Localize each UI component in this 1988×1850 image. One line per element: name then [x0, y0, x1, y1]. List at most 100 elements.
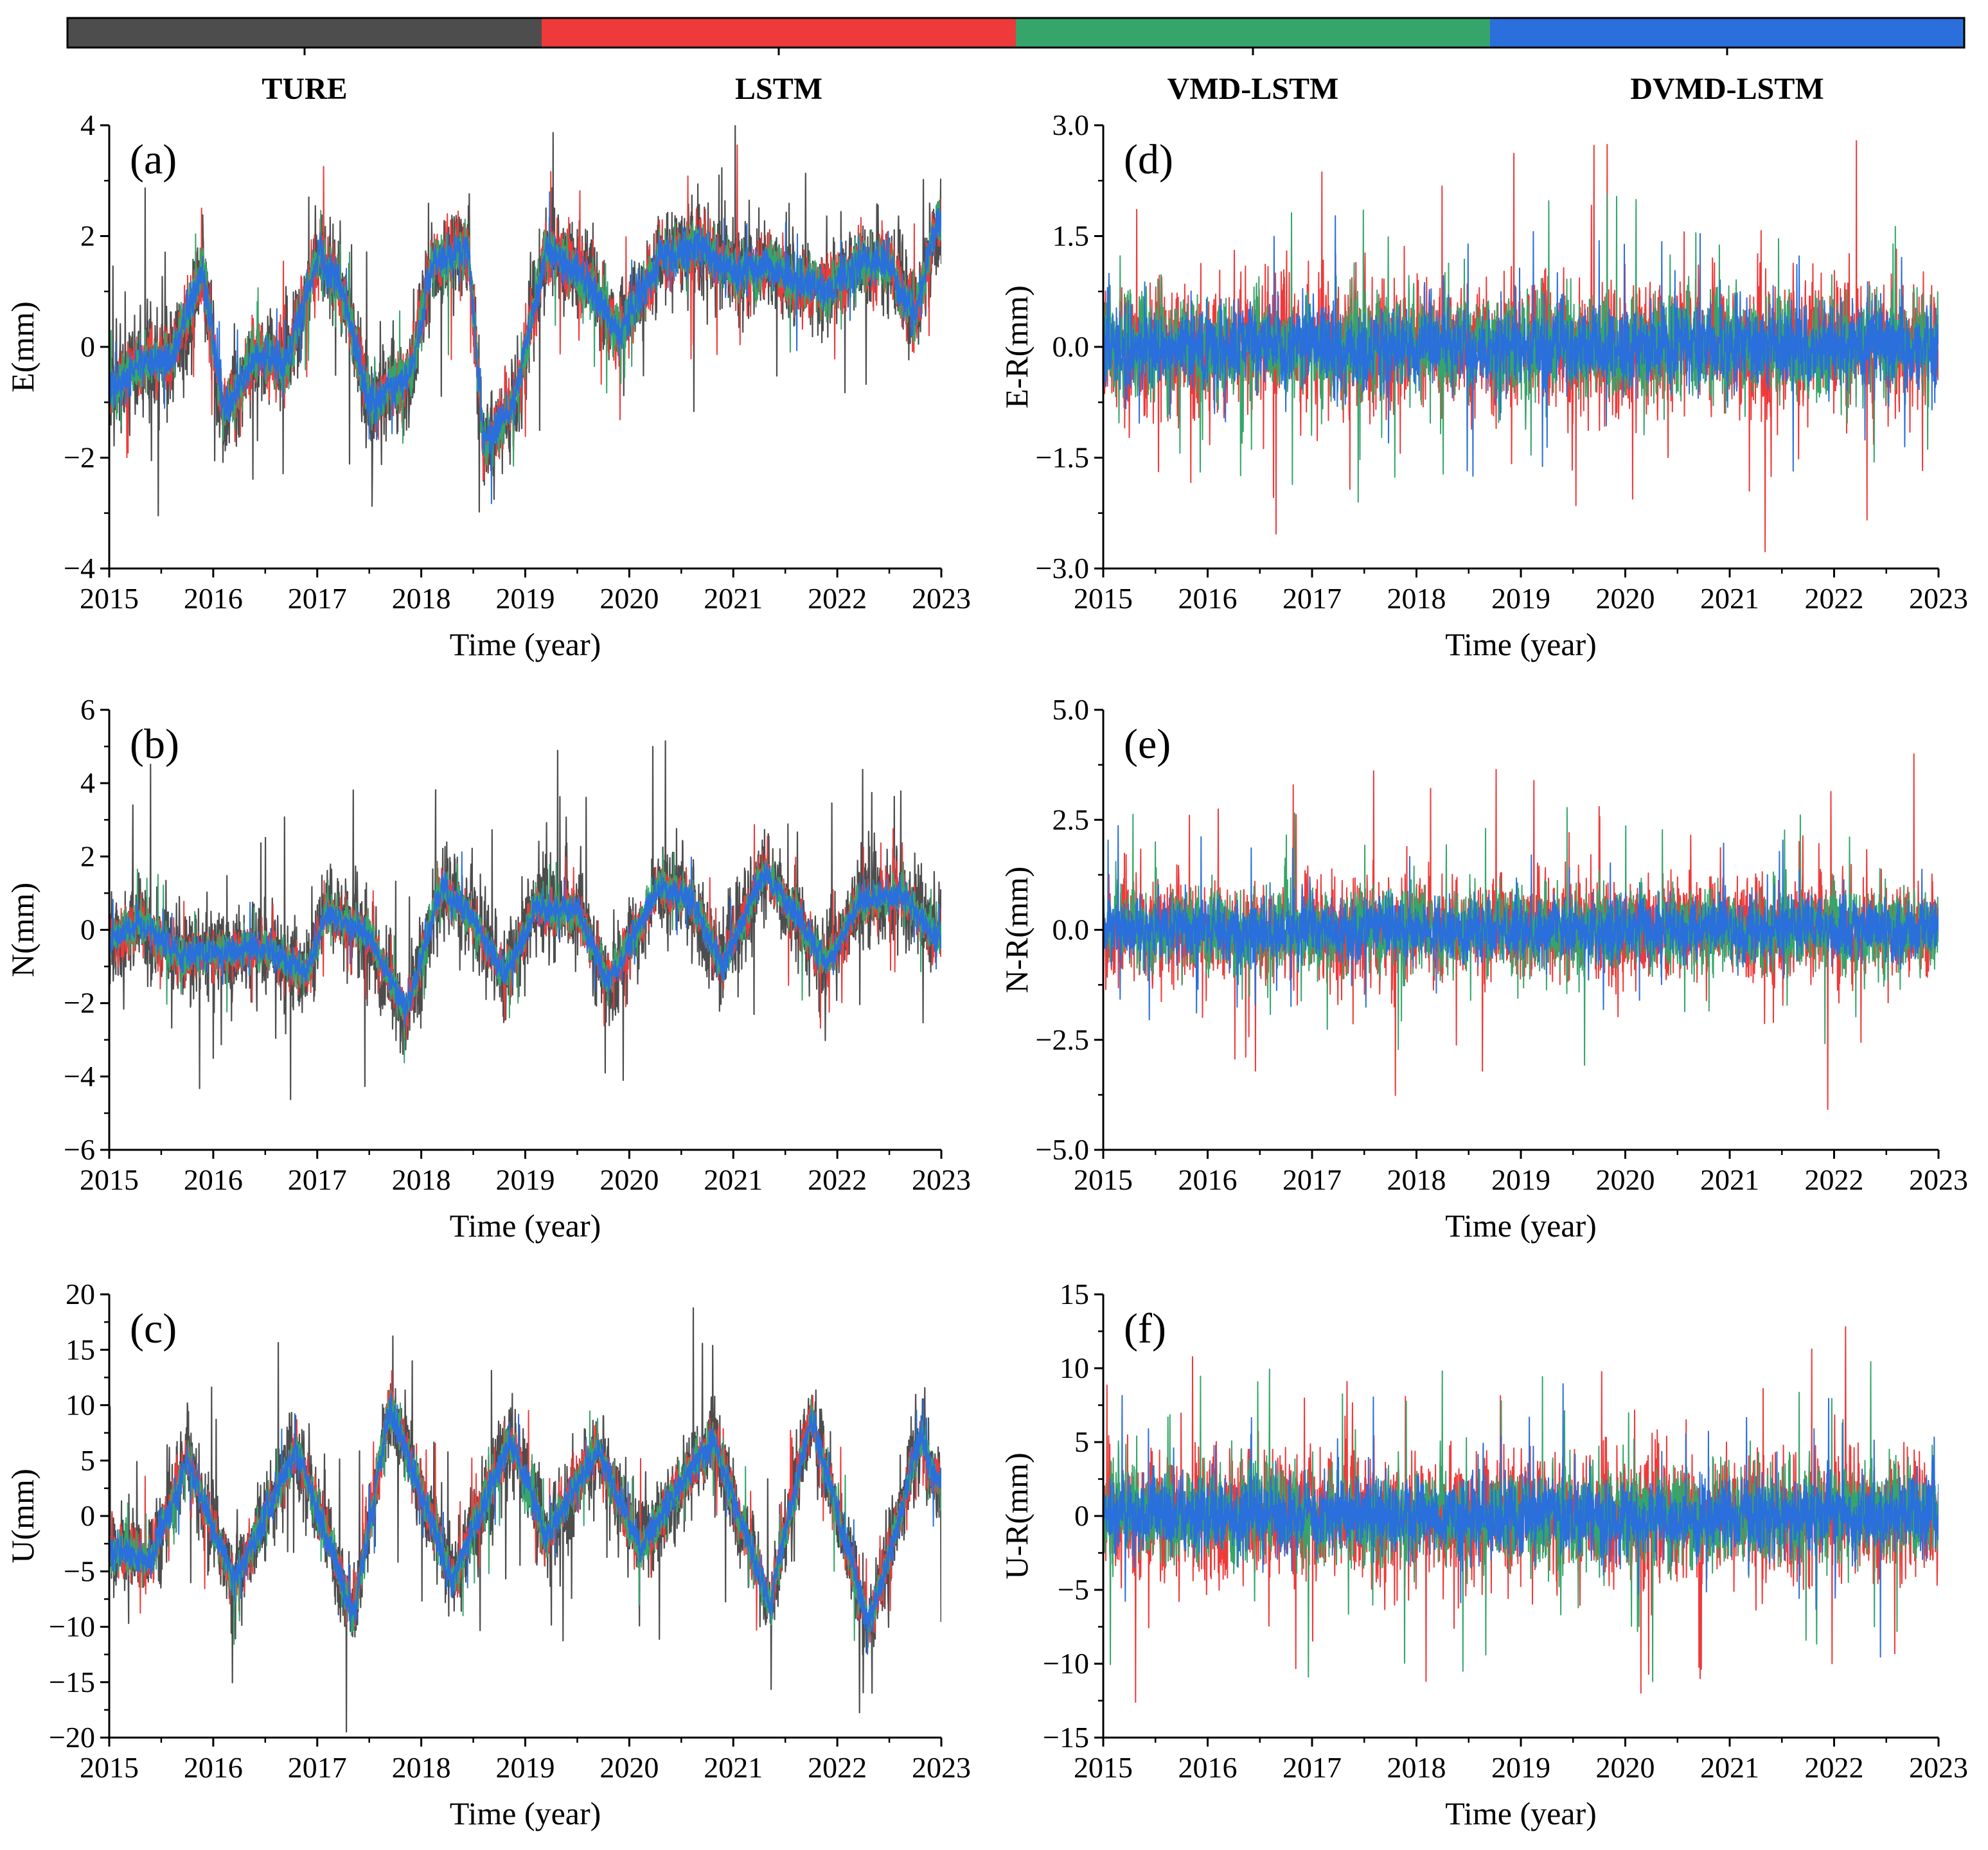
y-tick-label: −10: [49, 1610, 95, 1643]
x-tick-label: 2017: [1282, 582, 1342, 615]
y-tick-label: 20: [66, 1278, 95, 1310]
series-group: [109, 1307, 941, 1733]
x-axis-title: Time (year): [1445, 1208, 1597, 1244]
x-axis-title: Time (year): [1445, 1795, 1597, 1831]
y-tick-label: −6: [64, 1133, 95, 1166]
y-axis-title: E-R(mm): [998, 285, 1034, 409]
x-tick-label: 2022: [1805, 1751, 1864, 1784]
series-line-dvmd-lstm: [109, 191, 941, 504]
y-tick-label: −4: [64, 1060, 95, 1093]
y-tick-label: −4: [64, 552, 95, 585]
legend-label-dvmd-lstm: DVMD-LSTM: [1630, 72, 1824, 106]
y-tick-label: 0: [80, 1499, 95, 1532]
x-tick-label: 2021: [1700, 1751, 1759, 1784]
x-tick-label: 2019: [1491, 1751, 1550, 1784]
x-tick-label: 2023: [912, 582, 971, 615]
y-tick-label: 0: [80, 913, 95, 946]
y-tick-label: −5.0: [1036, 1133, 1089, 1166]
x-tick-label: 2016: [1178, 582, 1238, 615]
legend-label-ture: TURE: [262, 72, 347, 106]
x-axis-title: Time (year): [450, 1795, 601, 1831]
y-tick-label: 10: [66, 1389, 95, 1422]
x-tick-label: 2019: [496, 582, 555, 615]
x-tick-label: 2015: [1074, 1163, 1133, 1196]
y-tick-label: 3.0: [1052, 109, 1090, 141]
x-tick-label: 2015: [80, 582, 139, 615]
x-tick-label: 2021: [1700, 582, 1759, 615]
y-tick-label: 4: [80, 109, 95, 141]
y-tick-label: −5: [1058, 1573, 1089, 1606]
x-tick-label: 2016: [1178, 1163, 1238, 1196]
y-axis-title: N(mm): [4, 883, 40, 977]
chart-panel-f: 2015 2016 2017 2018 2019 2020 2021 2022 2023 −15 −…: [998, 1278, 1968, 1831]
chart-panel-e: 2015 2016 2017 2018 2019 2020 2021 2022 2023 −5.0…: [998, 694, 1968, 1244]
panel-label: (a): [130, 136, 177, 183]
x-tick-label: 2021: [704, 1163, 763, 1196]
y-tick-label: −20: [49, 1721, 95, 1754]
x-axis-title: Time (year): [1445, 626, 1597, 662]
x-tick-label: 2020: [599, 1751, 659, 1784]
chart-panel-d: 2015 2016 2017 2018 2019 2020 2021 2022 2023 −3.0…: [998, 109, 1968, 662]
x-tick-label: 2015: [1074, 1751, 1133, 1784]
y-tick-label: 0: [80, 330, 95, 363]
series-line-dvmd-lstm: [1103, 215, 1939, 477]
x-tick-label: 2020: [599, 582, 659, 615]
x-tick-label: 2020: [1596, 1751, 1655, 1784]
y-tick-label: 2: [80, 840, 95, 872]
x-tick-label: 2022: [808, 582, 867, 615]
panel-label: (d): [1124, 136, 1173, 183]
legend: TURE LSTM VMD-LSTM DVMD-LSTM: [66, 17, 1966, 106]
legend-frame: [66, 17, 1966, 49]
x-tick-label: 2023: [1909, 1163, 1968, 1196]
x-tick-label: 2018: [1387, 1163, 1446, 1196]
y-tick-label: 5.0: [1052, 694, 1090, 726]
y-tick-label: 0: [1074, 1499, 1089, 1532]
panel-label: (e): [1124, 721, 1171, 768]
chart-panel-b: 2015 2016 2017 2018 2019 2020 2021 2022 2023 −6 −4…: [4, 694, 971, 1244]
y-axis-title: N-R(mm): [998, 867, 1034, 993]
y-tick-label: 6: [80, 694, 95, 726]
x-tick-label: 2023: [912, 1163, 971, 1196]
x-tick-label: 2022: [1805, 1163, 1864, 1196]
x-tick-label: 2018: [1387, 582, 1446, 615]
x-tick-label: 2021: [1700, 1163, 1759, 1196]
series-line-dvmd-lstm: [1103, 1383, 1939, 1658]
x-tick-label: 2022: [808, 1163, 867, 1196]
y-axis-title: U(mm): [4, 1468, 40, 1563]
y-tick-label: −2: [64, 441, 95, 474]
x-tick-label: 2018: [392, 582, 451, 615]
panel-label: (c): [130, 1305, 177, 1352]
y-tick-label: −3.0: [1036, 552, 1089, 585]
x-tick-label: 2023: [1909, 582, 1968, 615]
x-tick-label: 2018: [392, 1751, 451, 1784]
x-tick-label: 2022: [808, 1751, 867, 1784]
y-tick-label: −2: [64, 987, 95, 1019]
x-tick-label: 2017: [288, 1751, 347, 1784]
x-tick-label: 2019: [496, 1751, 555, 1784]
legend-bar-dvmd-lstm: [1490, 18, 1964, 48]
y-tick-label: 1.5: [1052, 220, 1090, 252]
series-line-ture: [109, 1307, 941, 1733]
x-tick-label: 2018: [392, 1163, 451, 1196]
x-tick-label: 2017: [288, 582, 347, 615]
x-tick-label: 2020: [1596, 582, 1655, 615]
y-tick-label: 0.0: [1052, 913, 1090, 946]
x-tick-label: 2017: [288, 1163, 347, 1196]
x-tick-label: 2018: [1387, 1751, 1446, 1784]
y-tick-label: −15: [1043, 1721, 1089, 1754]
x-tick-label: 2017: [1282, 1751, 1342, 1784]
y-tick-label: 5: [80, 1444, 95, 1477]
x-tick-label: 2021: [704, 582, 763, 615]
chart-panel-a: 2015 2016 2017 2018 2019 2020 2021 2022 2023 −4 −2…: [4, 109, 971, 662]
y-tick-label: 15: [66, 1333, 95, 1366]
x-tick-label: 2019: [496, 1163, 555, 1196]
y-tick-label: −2.5: [1036, 1023, 1089, 1056]
series-group: [109, 740, 941, 1100]
x-tick-label: 2020: [1596, 1163, 1655, 1196]
x-tick-label: 2015: [80, 1751, 139, 1784]
y-tick-label: 15: [1060, 1278, 1089, 1310]
series-group: [1103, 753, 1939, 1110]
x-tick-label: 2016: [184, 1751, 243, 1784]
legend-label-lstm: LSTM: [735, 72, 822, 106]
legend-bar-lstm: [542, 18, 1016, 48]
